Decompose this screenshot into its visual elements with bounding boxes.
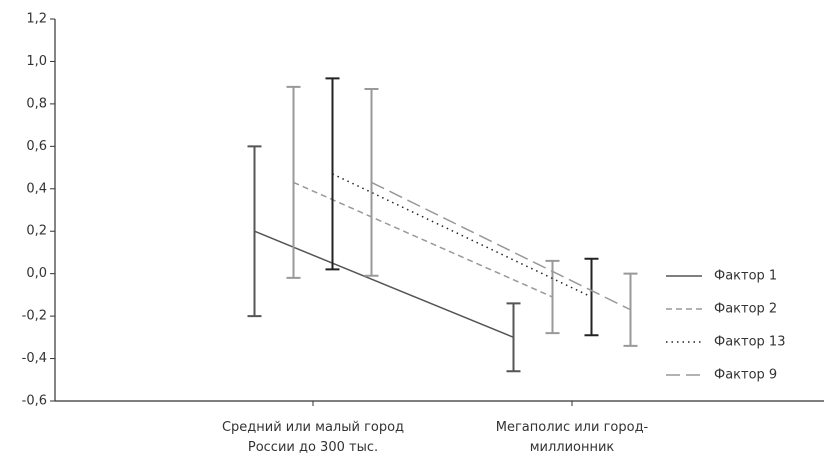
- error-bar: [247, 145, 262, 318]
- y-tick-label: 0,4: [26, 181, 47, 196]
- error-bar: [623, 272, 638, 347]
- y-tick-label: -0,2: [22, 309, 47, 324]
- error-bar: [325, 77, 340, 271]
- series-line: [371, 181, 631, 311]
- error-bar: [584, 257, 599, 337]
- legend-label: Фактор 13: [714, 335, 785, 350]
- x-tick-label: Мегаполис или город-миллионник: [495, 420, 649, 455]
- error-bar: [545, 259, 560, 335]
- y-tick-label: 1,0: [26, 54, 47, 69]
- legend-label: Фактор 1: [714, 269, 777, 284]
- y-tick-label: -0,4: [22, 351, 47, 366]
- error-bar: [506, 302, 521, 373]
- series-line: [254, 230, 514, 339]
- y-tick-label: 0,2: [26, 224, 47, 239]
- y-tick-label: 0,0: [26, 266, 47, 281]
- y-tick-label: 1,2: [26, 12, 47, 27]
- series-line: [293, 181, 553, 298]
- y-tick-label: -0,6: [22, 394, 47, 409]
- error-bar: [286, 85, 301, 279]
- legend-label: Фактор 2: [714, 302, 777, 317]
- series-line: [332, 173, 592, 298]
- y-tick-label: 0,8: [26, 96, 47, 111]
- x-tick-label: Средний или малый город России до 300 ты…: [221, 420, 405, 455]
- error-bar: [364, 88, 379, 277]
- legend-label: Фактор 9: [714, 368, 777, 383]
- y-tick-label: 0,6: [26, 139, 47, 154]
